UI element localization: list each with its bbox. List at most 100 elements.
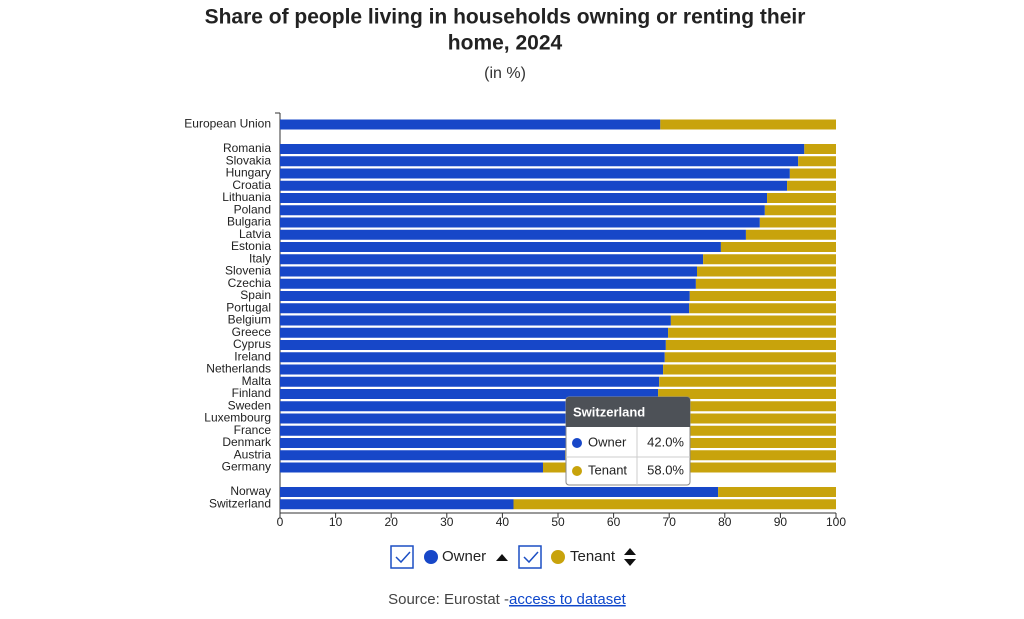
y-tick-label: Romania bbox=[223, 141, 271, 155]
bar-segment bbox=[280, 217, 760, 228]
bar-segment bbox=[767, 193, 836, 203]
bar-segment bbox=[280, 193, 768, 203]
y-tick-label: Ireland bbox=[234, 349, 271, 363]
y-tick-label: Italy bbox=[249, 251, 271, 265]
bar-segment bbox=[280, 352, 665, 363]
bar-segment bbox=[280, 389, 659, 399]
check-icon bbox=[395, 551, 411, 564]
bar-segment bbox=[637, 413, 836, 424]
bar-segment bbox=[787, 180, 836, 191]
tooltip-value: 42.0% bbox=[647, 434, 684, 449]
y-tick-label: European Union bbox=[184, 117, 271, 131]
tooltip-swatch bbox=[572, 438, 582, 448]
x-tick-label: 60 bbox=[607, 515, 621, 529]
y-tick-label: France bbox=[234, 423, 272, 437]
legend-label: Tenant bbox=[570, 548, 616, 565]
y-tick-label: Switzerland bbox=[209, 496, 271, 510]
x-tick-label: 40 bbox=[496, 515, 510, 529]
source: Source: Eurostat - bbox=[388, 591, 509, 608]
bar-segment bbox=[280, 340, 666, 350]
bar-segment bbox=[280, 376, 660, 387]
bar-segment bbox=[670, 315, 836, 326]
legend-swatch bbox=[551, 550, 565, 564]
tooltip-header bbox=[566, 397, 690, 427]
bar-segment bbox=[280, 266, 697, 277]
sort-icon[interactable] bbox=[496, 554, 508, 561]
y-tick-label: Estonia bbox=[231, 239, 271, 253]
bar-segment bbox=[611, 438, 836, 448]
chart-title-line-1: Share of people living in households own… bbox=[205, 6, 806, 29]
bar-segment bbox=[764, 205, 836, 216]
x-tick-label: 20 bbox=[385, 515, 399, 529]
bar-segment bbox=[565, 450, 836, 461]
check-icon bbox=[523, 551, 539, 564]
tooltip-series: Tenant bbox=[588, 462, 627, 477]
bar-segment bbox=[280, 229, 746, 240]
y-tick-label: Belgium bbox=[228, 313, 271, 327]
sort-icon[interactable] bbox=[624, 548, 636, 566]
bar-segment bbox=[759, 217, 836, 228]
tooltip: Switzerland Owner 42.0% Tenant 58.0% bbox=[565, 396, 691, 486]
bar-segment bbox=[695, 278, 836, 289]
x-tick-label: 80 bbox=[718, 515, 732, 529]
bars bbox=[280, 119, 836, 510]
bar-segment bbox=[804, 144, 836, 154]
bar-segment bbox=[280, 425, 631, 436]
y-tick-label: Denmark bbox=[222, 435, 272, 449]
bar-segment bbox=[280, 315, 671, 326]
bar-segment bbox=[718, 487, 836, 497]
bar-segment bbox=[280, 168, 790, 179]
bar-segment bbox=[280, 242, 721, 252]
y-tick-label: Germany bbox=[222, 460, 271, 474]
bar-segment bbox=[280, 205, 765, 216]
x-tick-label: 10 bbox=[329, 515, 343, 529]
bar-segment bbox=[280, 180, 788, 191]
bar-segment bbox=[689, 303, 836, 314]
bar-segment bbox=[513, 499, 836, 510]
bar-segment bbox=[280, 327, 669, 338]
y-tick-label: Czechia bbox=[228, 276, 272, 290]
y-tick-label: Hungary bbox=[226, 166, 271, 180]
bar-segment bbox=[280, 119, 661, 130]
bar-segment bbox=[280, 438, 612, 448]
bar-segment bbox=[663, 364, 836, 375]
bar-segment bbox=[660, 119, 836, 130]
legend bbox=[390, 545, 636, 569]
y-tick-label: Malta bbox=[242, 374, 272, 388]
y-tick-label: Cyprus bbox=[233, 337, 271, 351]
x-tick-label: 30 bbox=[440, 515, 454, 529]
bar-segment bbox=[280, 156, 799, 167]
bar-segment bbox=[280, 278, 696, 289]
y-tick-label: Lithuania bbox=[222, 190, 271, 204]
x-tick-label: 0 bbox=[277, 515, 284, 529]
bar-segment bbox=[668, 327, 836, 338]
y-tick-label: Netherlands bbox=[206, 362, 271, 376]
tooltip-title: Switzerland bbox=[573, 404, 645, 419]
bar-segment bbox=[664, 352, 836, 363]
bar-segment bbox=[720, 242, 836, 252]
bar-segment bbox=[280, 401, 642, 412]
tooltip-swatch bbox=[572, 466, 582, 476]
tooltip-value: 58.0% bbox=[647, 462, 684, 477]
legend-checkbox[interactable] bbox=[518, 545, 542, 569]
y-tick-label: Greece bbox=[232, 325, 272, 339]
bar-segment bbox=[280, 364, 664, 375]
bar-segment bbox=[641, 401, 836, 412]
y-tick-label: Slovenia bbox=[225, 264, 271, 278]
y-tick-label: Sweden bbox=[228, 398, 271, 412]
bar-segment bbox=[689, 291, 836, 301]
dataset-link[interactable]: access to dataset bbox=[509, 591, 627, 608]
legend-checkbox[interactable] bbox=[390, 545, 414, 569]
y-tick-label: Portugal bbox=[226, 300, 271, 314]
bar-segment bbox=[659, 376, 836, 387]
chart-title-line-2: home, 2024 bbox=[448, 32, 563, 55]
y-tick-label: Spain bbox=[240, 288, 271, 302]
y-tick-label: Bulgaria bbox=[227, 215, 271, 229]
y-tick-label: Norway bbox=[230, 484, 271, 498]
bar-segment bbox=[280, 462, 543, 473]
bar-segment bbox=[280, 499, 514, 510]
x-tick-label: 90 bbox=[774, 515, 788, 529]
bar-segment bbox=[280, 413, 638, 424]
bar-segment bbox=[658, 389, 836, 399]
